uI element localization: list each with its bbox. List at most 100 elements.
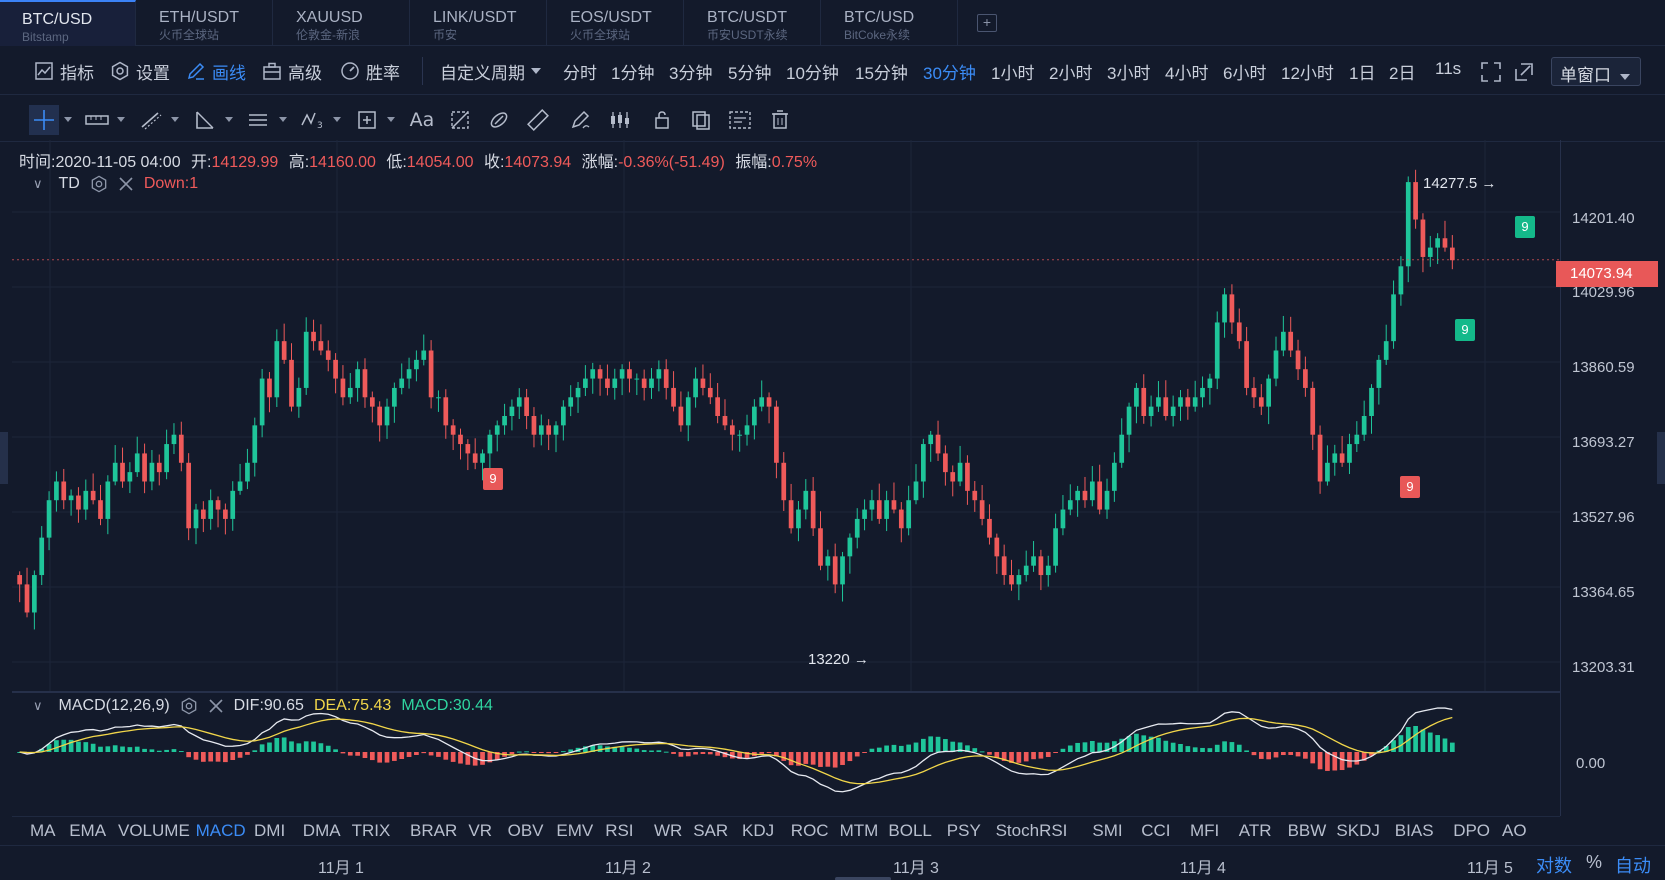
measure-tool[interactable] [523,105,553,135]
percent-scale-toggle[interactable]: % [1586,852,1603,872]
period-option[interactable]: 12小时 [1281,64,1334,83]
indicator-tab-cci[interactable]: CCI [1141,821,1171,840]
indicator-tab-volume[interactable]: VOLUME [118,821,190,840]
winrate-button[interactable]: 胜率 [340,59,400,83]
fibonacci-tool[interactable] [445,105,475,135]
wave-tool[interactable]: 3 [298,105,328,135]
indicator-tab-bbw[interactable]: BBW [1287,821,1327,840]
indicator-tab-ema[interactable]: EMA [69,821,107,840]
caret-down-icon[interactable] [279,117,287,122]
indicator-tab-kdj[interactable]: KDJ [742,821,775,840]
ruler-tool[interactable] [82,105,112,135]
indicator-tab-macd[interactable]: MACD [195,821,246,840]
custom-period-dropdown[interactable]: 自定义周期 [440,59,541,83]
period-option-active[interactable]: 30分钟 [923,64,976,83]
close-icon[interactable] [118,176,134,192]
caret-down-icon[interactable] [64,117,72,122]
period-option[interactable]: 2日 [1389,64,1416,83]
indicator-tab-atr[interactable]: ATR [1238,821,1272,840]
indicator-tab-wr[interactable]: WR [654,821,683,840]
indicator-tab-sar[interactable]: SAR [693,821,729,840]
indicator-tab-trix[interactable]: TRIX [351,821,391,840]
indicator-tab-dmi[interactable]: DMI [254,821,286,840]
period-option[interactable]: 1日 [1349,64,1376,83]
period-option[interactable]: 3小时 [1107,64,1151,83]
symbol-tab[interactable]: BTC/USD BitCoke永续 [822,0,958,46]
symbol-tab[interactable]: LINK/USDT 币安 [411,0,547,46]
magnet-tool[interactable] [484,105,514,135]
parallel-lines-tool[interactable] [243,105,273,135]
indicator-tab-ma[interactable]: MA [30,821,56,840]
pane-divider[interactable] [12,691,1560,693]
draw-button[interactable]: 画线 [186,59,246,83]
period-option[interactable]: 15分钟 [855,64,908,83]
indicator-tab-bias[interactable]: BIAS [1394,821,1434,840]
crosshair-tool[interactable] [29,105,59,135]
period-option[interactable]: 11s [1435,59,1462,78]
close-icon[interactable] [208,698,224,714]
period-option[interactable]: 1小时 [991,64,1035,83]
indicator-tab-ao[interactable]: AO [1502,821,1527,840]
brush-tool[interactable] [565,105,595,135]
indicator-tab-boll[interactable]: BOLL [888,821,932,840]
symbol-tab[interactable]: EOS/USDT 火币全球站 [548,0,684,46]
indicator-tab-mfi[interactable]: MFI [1190,821,1220,840]
symbol-tab[interactable]: BTC/USDT 币安USDT永续 [685,0,821,46]
indicator-tab-stochrsi[interactable]: StochRSI [995,821,1068,840]
period-option[interactable]: 6小时 [1223,64,1267,83]
symbol-tab[interactable]: ETH/USDT 火币全球站 [137,0,273,46]
caret-down-icon[interactable] [171,117,179,122]
chevron-down-icon[interactable]: ∨ [33,698,43,713]
symbol-tab[interactable]: XAUUSD 伦敦金-新浪 [274,0,410,46]
indicator-tab-emv[interactable]: EMV [556,821,594,840]
macd-chart[interactable] [12,694,1560,814]
fullscreen-icon[interactable] [1480,61,1502,83]
caret-down-icon[interactable] [387,117,395,122]
chevron-down-icon[interactable]: ∨ [33,176,43,191]
gear-icon[interactable] [180,697,198,715]
indicator-tab-vr[interactable]: VR [468,821,493,840]
indicator-tab-dma[interactable]: DMA [302,821,341,840]
add-tab-button[interactable]: + [977,14,997,32]
caret-down-icon[interactable] [333,117,341,122]
window-mode-dropdown[interactable]: 单窗口 [1551,57,1641,86]
delete-tool[interactable] [765,105,795,135]
gear-icon[interactable] [90,175,108,193]
caret-down-icon[interactable] [117,117,125,122]
period-option[interactable]: 3分钟 [669,64,713,83]
indicator-tab-smi[interactable]: SMI [1092,821,1123,840]
indicator-tab-skdj[interactable]: SKDJ [1336,821,1380,840]
candlestick-chart[interactable] [12,140,1560,692]
period-option[interactable]: 4小时 [1165,64,1209,83]
indicator-tab-mtm[interactable]: MTM [839,821,879,840]
popout-icon[interactable] [1513,61,1535,83]
indicator-tab-roc[interactable]: ROC [790,821,829,840]
indicator-tab-dpo[interactable]: DPO [1453,821,1491,840]
screenshot-tool[interactable] [725,105,755,135]
scrollbar-thumb[interactable] [835,877,891,880]
indicator-tab-rsi[interactable]: RSI [605,821,634,840]
right-collapse-handle[interactable] [1657,432,1665,484]
auto-scale-toggle[interactable]: 自动 [1615,856,1651,876]
lock-tool[interactable] [647,105,677,135]
settings-button[interactable]: 设置 [110,59,170,83]
copy-tool[interactable] [686,105,716,135]
symbol-tab[interactable]: BTC/USD Bitstamp [0,0,136,46]
period-option[interactable]: 分时 [563,64,597,83]
indicator-tab-psy[interactable]: PSY [946,821,981,840]
period-option[interactable]: 5分钟 [728,64,772,83]
position-tool[interactable] [605,105,635,135]
caret-down-icon[interactable] [225,117,233,122]
trendline-tool[interactable] [136,105,166,135]
left-collapse-handle[interactable] [0,432,8,484]
log-scale-toggle[interactable]: 对数 [1536,856,1572,876]
advanced-button[interactable]: 高级 [262,59,322,83]
period-option[interactable]: 2小时 [1049,64,1093,83]
indicator-tab-obv[interactable]: OBV [507,821,544,840]
indicator-tab-brar[interactable]: BRAR [410,821,458,840]
indicator-button[interactable]: 指标 [34,59,94,83]
angle-tool[interactable] [190,105,220,135]
period-option[interactable]: 10分钟 [786,64,839,83]
text-tool[interactable]: Aa [407,105,437,135]
pattern-tool[interactable] [352,105,382,135]
